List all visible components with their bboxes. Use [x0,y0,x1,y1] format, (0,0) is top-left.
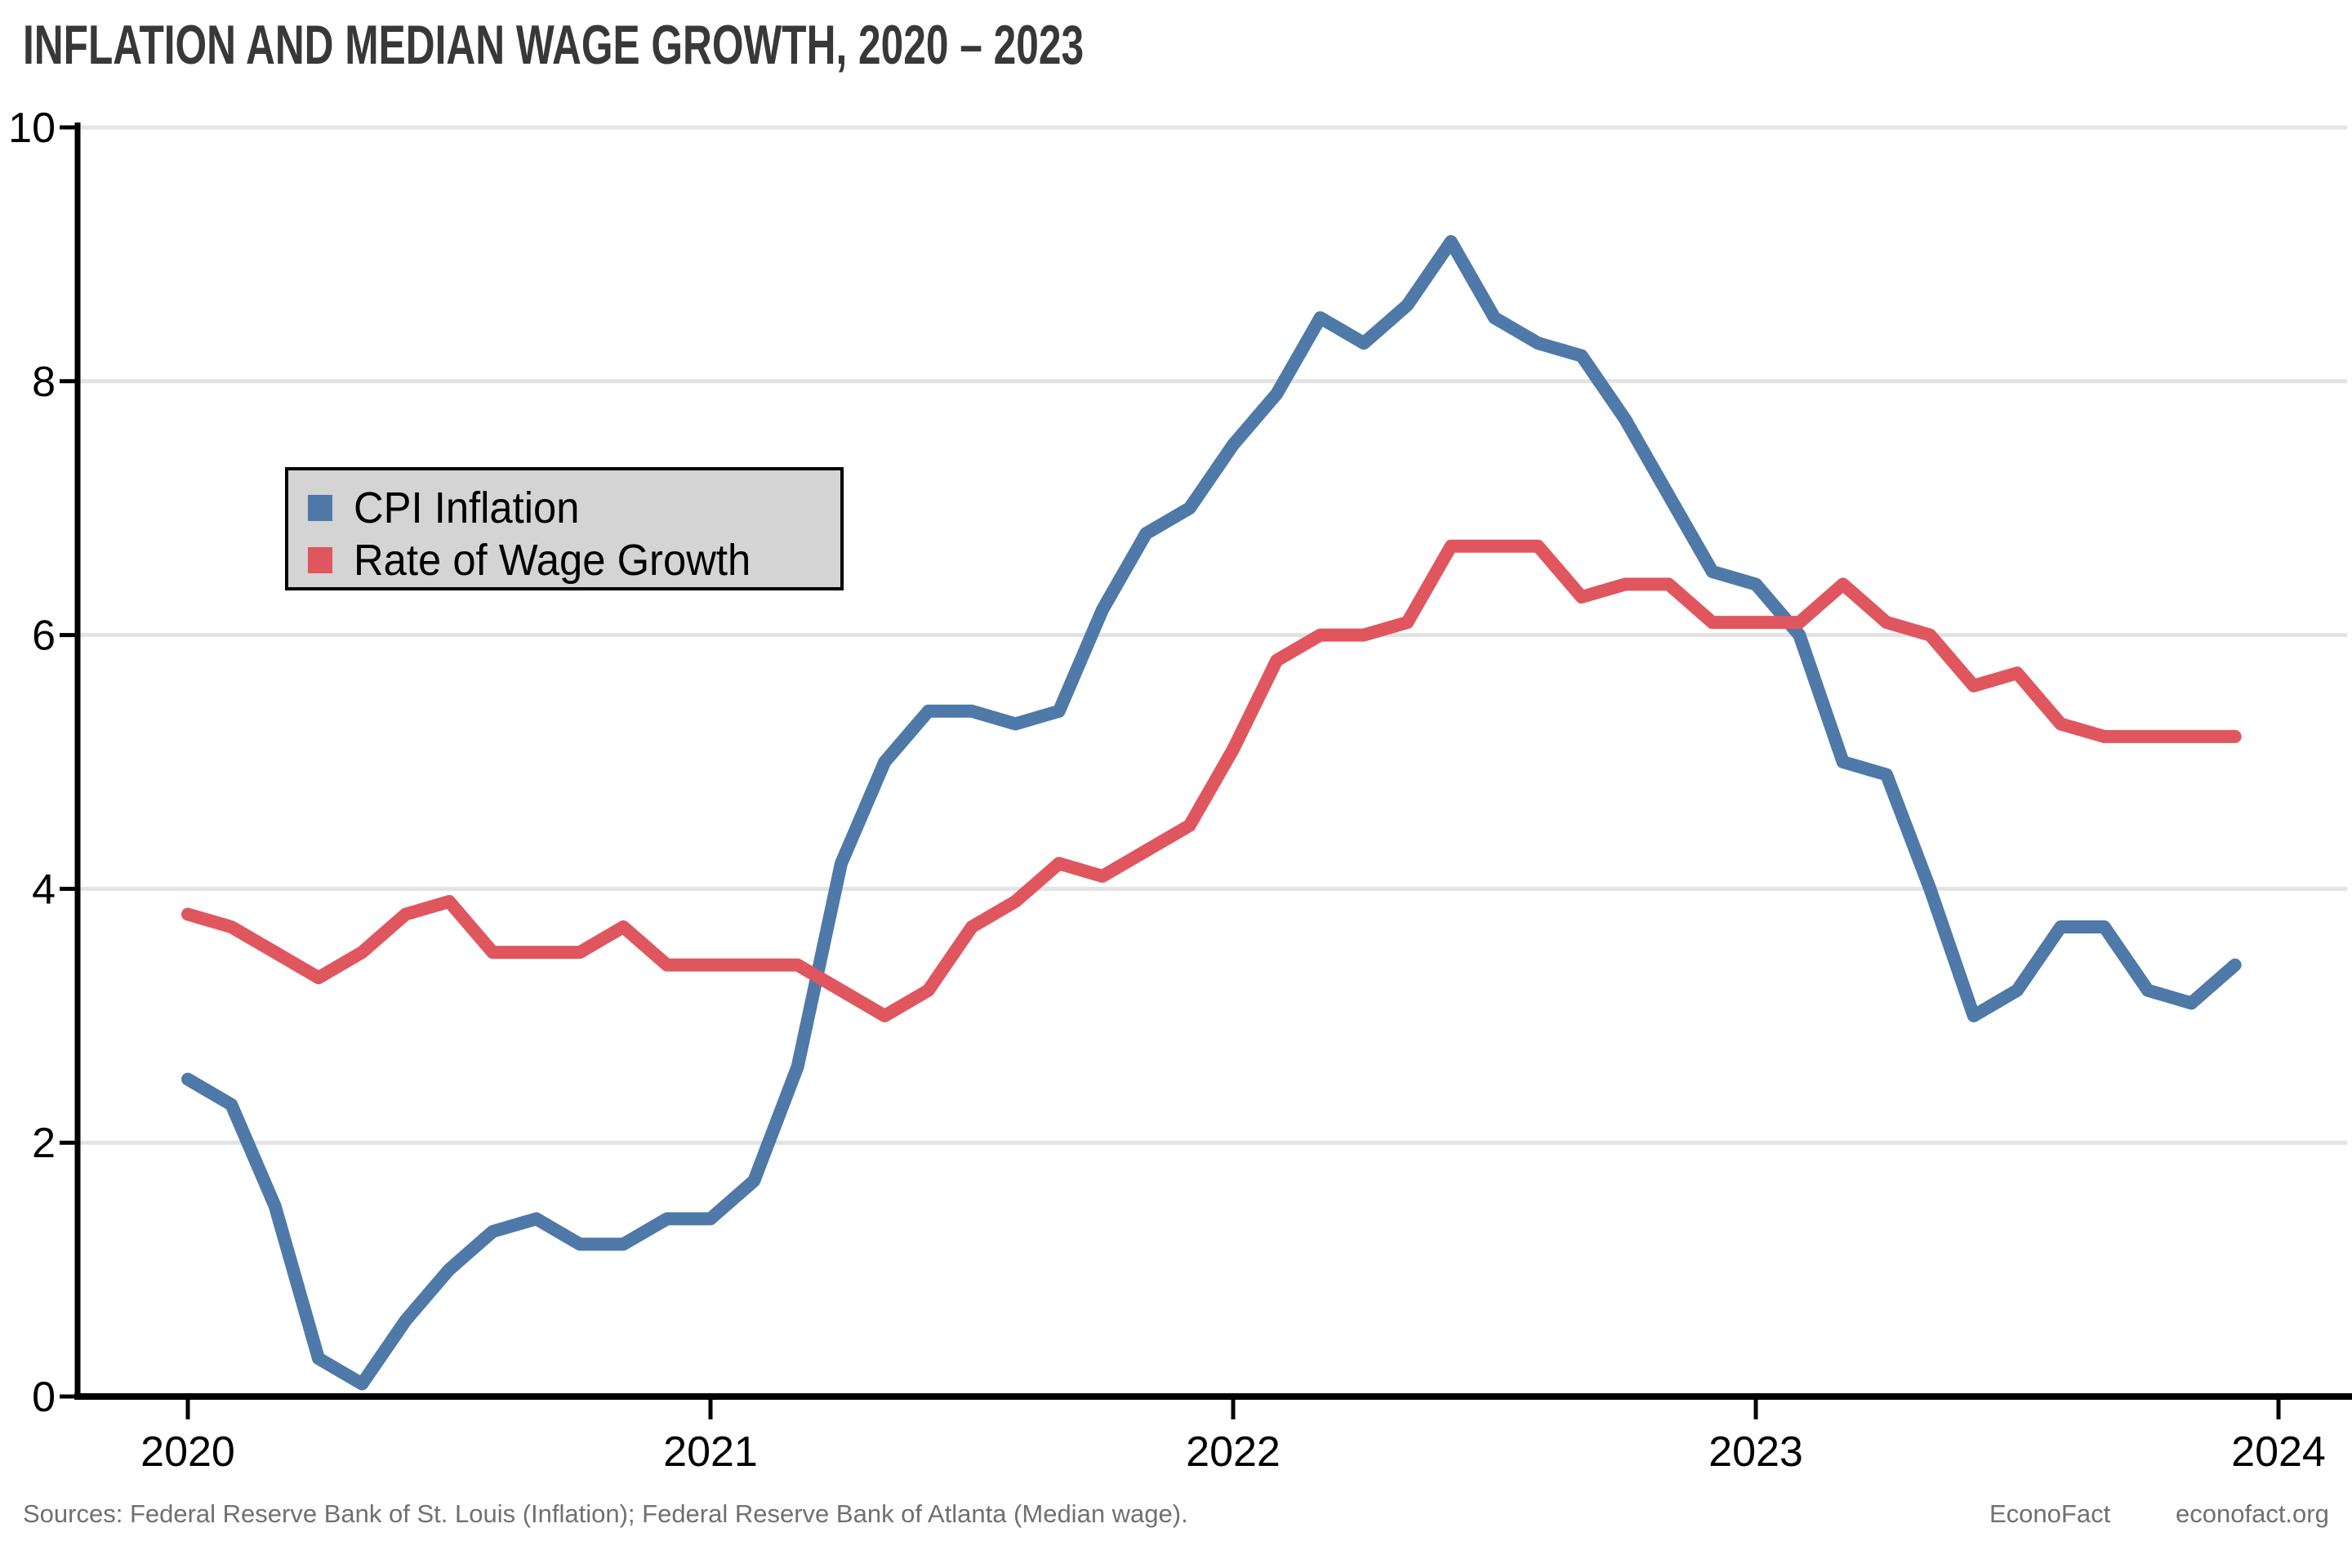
econofact-brand: EconoFact [1989,1499,2111,1528]
y-tick-label-8: 8 [32,359,56,406]
wage-growth-line [181,539,2242,1022]
x-tick-label-2024: 2024 [2231,1428,2326,1476]
y-tick-label-10: 10 [8,105,56,152]
legend-box: CPI Inflation Rate of Wage Growth [285,467,844,590]
x-tick-label-2022: 2022 [1186,1428,1281,1476]
legend-label-wage: Rate of Wage Growth [354,536,751,585]
x-tick-label-2020: 2020 [140,1428,235,1476]
chart-title: INFLATION AND MEDIAN WAGE GROWTH, 2020 –… [23,14,1085,76]
y-tick-label-4: 4 [32,866,56,913]
econofact-url: econofact.org [2176,1499,2329,1528]
y-tick-label-0: 0 [32,1374,56,1421]
legend-item-wage: Rate of Wage Growth [308,534,840,586]
sources-note: Sources: Federal Reserve Bank of St. Lou… [23,1499,1188,1528]
cpi-legend-swatch [308,495,332,521]
legend-item-cpi: CPI Inflation [308,482,840,534]
wage-legend-swatch [308,547,332,573]
legend-label-cpi: CPI Inflation [354,483,580,532]
x-tick-label-2021: 2021 [663,1428,758,1476]
x-tick-label-2023: 2023 [1708,1428,1803,1476]
y-tick-label-6: 6 [32,612,56,660]
y-tick-label-2: 2 [32,1120,56,1167]
cpi-inflation-line [181,234,2242,1391]
